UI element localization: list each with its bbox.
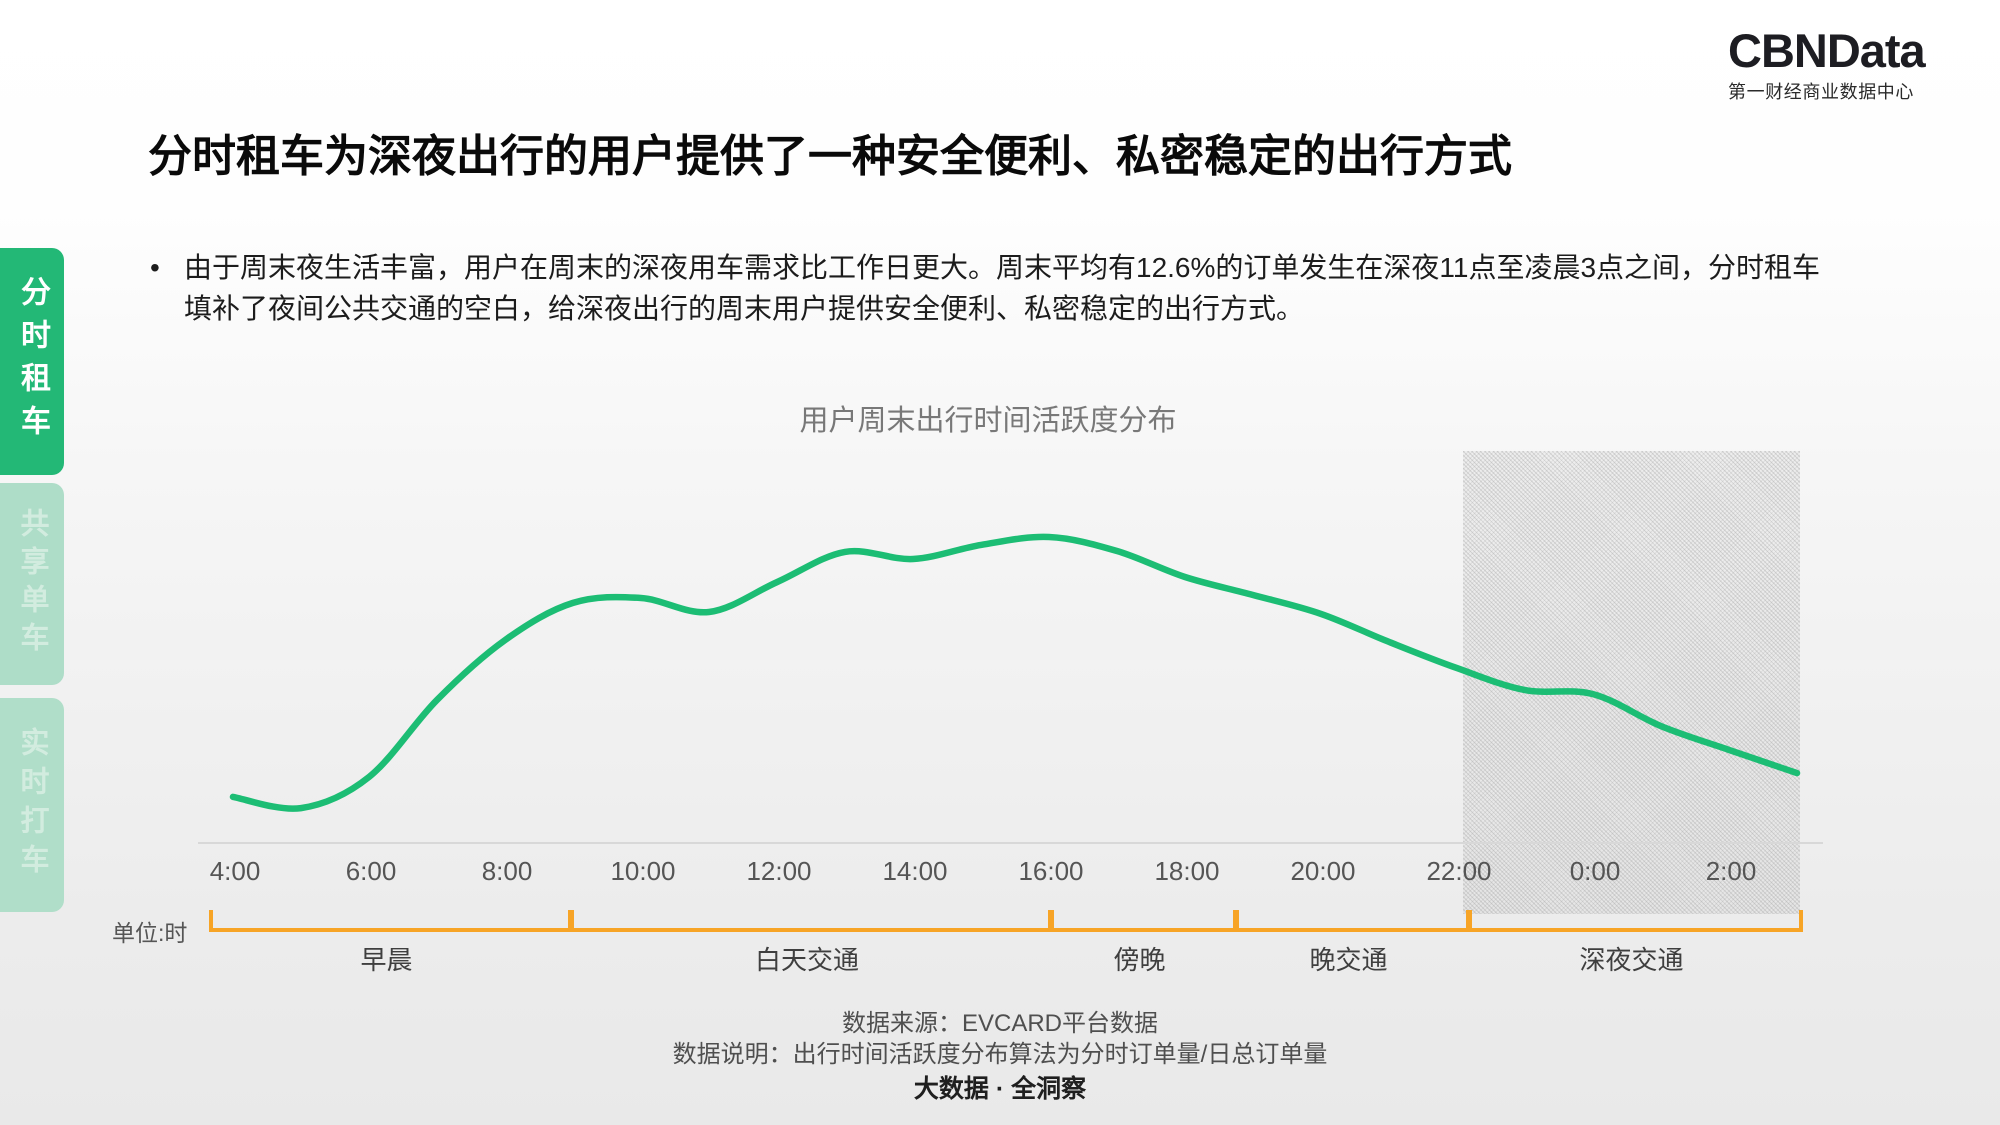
activity-line-chart: [229, 533, 1801, 812]
page-title: 分时租车为深夜出行的用户提供了一种安全便利、私密稳定的出行方式: [148, 132, 1512, 181]
activity-line-series: [229, 533, 1801, 812]
x-axis-line: [198, 842, 1823, 844]
x-tick-label: 18:00: [1154, 856, 1220, 886]
bracket-segment: [209, 910, 572, 932]
sidebar-tab-shared-bike[interactable]: 共享单车: [0, 483, 64, 685]
x-tick-label: 20:00: [1290, 856, 1356, 886]
footer-slogan: 大数据 · 全洞察: [913, 1075, 1087, 1103]
x-tick-label: 16:00: [1018, 856, 1084, 886]
bracket-segment: [1468, 910, 1803, 932]
brand-logo-text: CBNData: [1728, 24, 1926, 77]
x-tick-label: 6:00: [345, 856, 397, 886]
data-method-note: 数据说明：出行时间活跃度分布算法为分时订单量/日总订单量: [672, 1041, 1328, 1068]
bracket-segment-label: 白天交通: [754, 945, 859, 975]
x-tick-label: 14:00: [882, 856, 948, 886]
bracket-segment-label: 傍晚: [1113, 945, 1166, 975]
sidebar-tab-realtime-hailing[interactable]: 实时打车: [0, 698, 64, 912]
x-tick-label: 4:00: [209, 856, 261, 886]
x-tick-label: 8:00: [481, 856, 533, 886]
chart-title: 用户周末出行时间活跃度分布: [799, 405, 1177, 437]
x-tick-label: 10:00: [610, 856, 676, 886]
x-tick-label: 22:00: [1426, 856, 1492, 886]
x-tick-label: 0:00: [1569, 856, 1621, 886]
bracket-segment: [1050, 910, 1237, 932]
bracket-segment: [570, 910, 1052, 932]
late-night-highlight-region: [1463, 451, 1800, 914]
bracket-segment-label: 深夜交通: [1579, 945, 1684, 975]
bullet-text: 由于周末夜生活丰富，用户在周末的深夜用车需求比工作日更大。周末平均有12.6%的…: [184, 252, 1821, 324]
bullet-marker: •: [150, 252, 160, 283]
bullet-paragraph: • 由于周末夜生活丰富，用户在周末的深夜用车需求比工作日更大。周末平均有12.6…: [150, 247, 1850, 329]
x-tick-label: 12:00: [746, 856, 812, 886]
bracket-segment-label: 晚交通: [1309, 945, 1388, 975]
x-tick-label: 2:00: [1705, 856, 1757, 886]
bracket-segment-label: 早晨: [360, 945, 413, 975]
sidebar-tab-timeshare-rental[interactable]: 分时租车: [0, 248, 64, 475]
axis-unit-label: 单位:时: [112, 920, 188, 946]
data-source-note: 数据来源：EVCARD平台数据: [841, 1010, 1159, 1037]
bracket-segment: [1235, 910, 1470, 932]
brand-logo-subtitle: 第一财经商业数据中心: [1728, 82, 1914, 102]
brand-logo: CBNData 第一财经商业数据中心: [1728, 26, 1958, 104]
